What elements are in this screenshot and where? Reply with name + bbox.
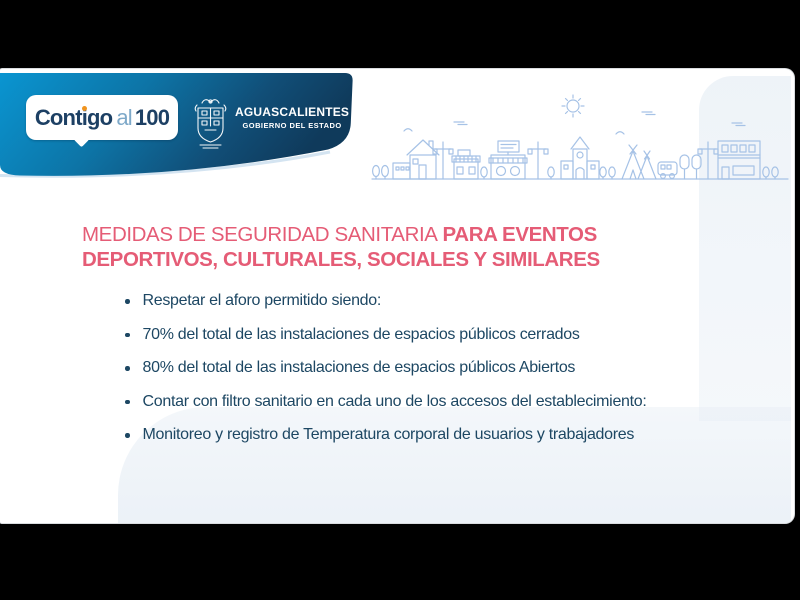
- bus-icon: [657, 161, 678, 179]
- presentation-slide: Contigo al 100 AGUASCALIENTES GOBIERNO DEL…: [0, 69, 794, 523]
- government-wordmark: AGUASCALIENTES GOBIERNO DEL ESTADO: [235, 105, 349, 130]
- bullet-dot: [125, 299, 130, 304]
- house-icon: [392, 139, 440, 180]
- church-icon: [560, 136, 600, 180]
- bullet-text: 70% del total de las instalaciones de es…: [142, 325, 580, 343]
- bullet-item: Contar con filtro sanitario en cada uno …: [125, 392, 725, 412]
- street-lamp-icon: [432, 141, 454, 180]
- bullet-item: 70% del total de las instalaciones de es…: [125, 325, 725, 345]
- title-bold-part: PARA EVENTOS: [442, 223, 598, 246]
- trees-icon: [679, 154, 702, 180]
- bullet-item: 80% del total de las instalaciones de es…: [125, 358, 725, 378]
- banner-edge-highlight: [0, 150, 331, 178]
- bullet-item: Respetar el aforo permitido siendo:: [125, 291, 725, 311]
- street-lamp-icon: [697, 141, 719, 180]
- bullet-text: 80% del total de las instalaciones de es…: [142, 359, 576, 376]
- two-story-building-icon: [717, 140, 761, 180]
- logo-text-al: al: [116, 104, 132, 130]
- bullet-text: Respetar el aforo permitido siendo:: [142, 292, 382, 309]
- town-skyline-illustration: [371, 94, 789, 180]
- bullet-dot: [125, 366, 130, 371]
- cloud-dashes: [453, 111, 746, 127]
- bullet-text: Contar con filtro sanitario en cada uno …: [142, 392, 647, 410]
- government-name: AGUASCALIENTES: [235, 105, 350, 119]
- trees-icon: [371, 164, 779, 180]
- bird-icons: [403, 128, 625, 135]
- tents-icon: [621, 144, 657, 180]
- logo-text: Contigo al 100: [34, 104, 170, 131]
- contigo-al-100-logo: Contigo al 100: [26, 95, 178, 140]
- bullet-text: Monitoreo y registro de Temperatura corp…: [142, 426, 635, 443]
- title-regular-part: MEDIDAS DE SEGURIDAD SANITARIA: [82, 223, 438, 246]
- shop-icon: [451, 149, 481, 180]
- government-subtitle: GOBIERNO DEL ESTADO: [242, 121, 342, 130]
- bullet-list: Respetar el aforo permitido siendo: 70% …: [125, 291, 725, 459]
- title-line2: DEPORTIVOS, CULTURALES, SOCIALES Y SIMIL…: [82, 248, 600, 271]
- logo-text-post: go: [87, 104, 113, 130]
- street-lamp-icon: [527, 141, 549, 180]
- bullet-item: Monitoreo y registro de Temperatura corp…: [125, 425, 725, 445]
- logo-letter-i-orange-dot: i: [81, 104, 88, 130]
- slide-title: MEDIDAS DE SEGURIDAD SANITARIA PARA EVENT…: [82, 222, 682, 272]
- bullet-dot: [125, 433, 130, 438]
- logo-text-pre: Cont: [34, 104, 83, 130]
- bullet-dot: [125, 332, 130, 337]
- food-truck-stand-icon: [488, 140, 528, 180]
- sun-icon: [561, 94, 585, 118]
- bullet-dot: [125, 399, 130, 404]
- logo-text-100: 100: [134, 104, 170, 130]
- aguascalientes-coat-of-arms-icon: [194, 99, 227, 149]
